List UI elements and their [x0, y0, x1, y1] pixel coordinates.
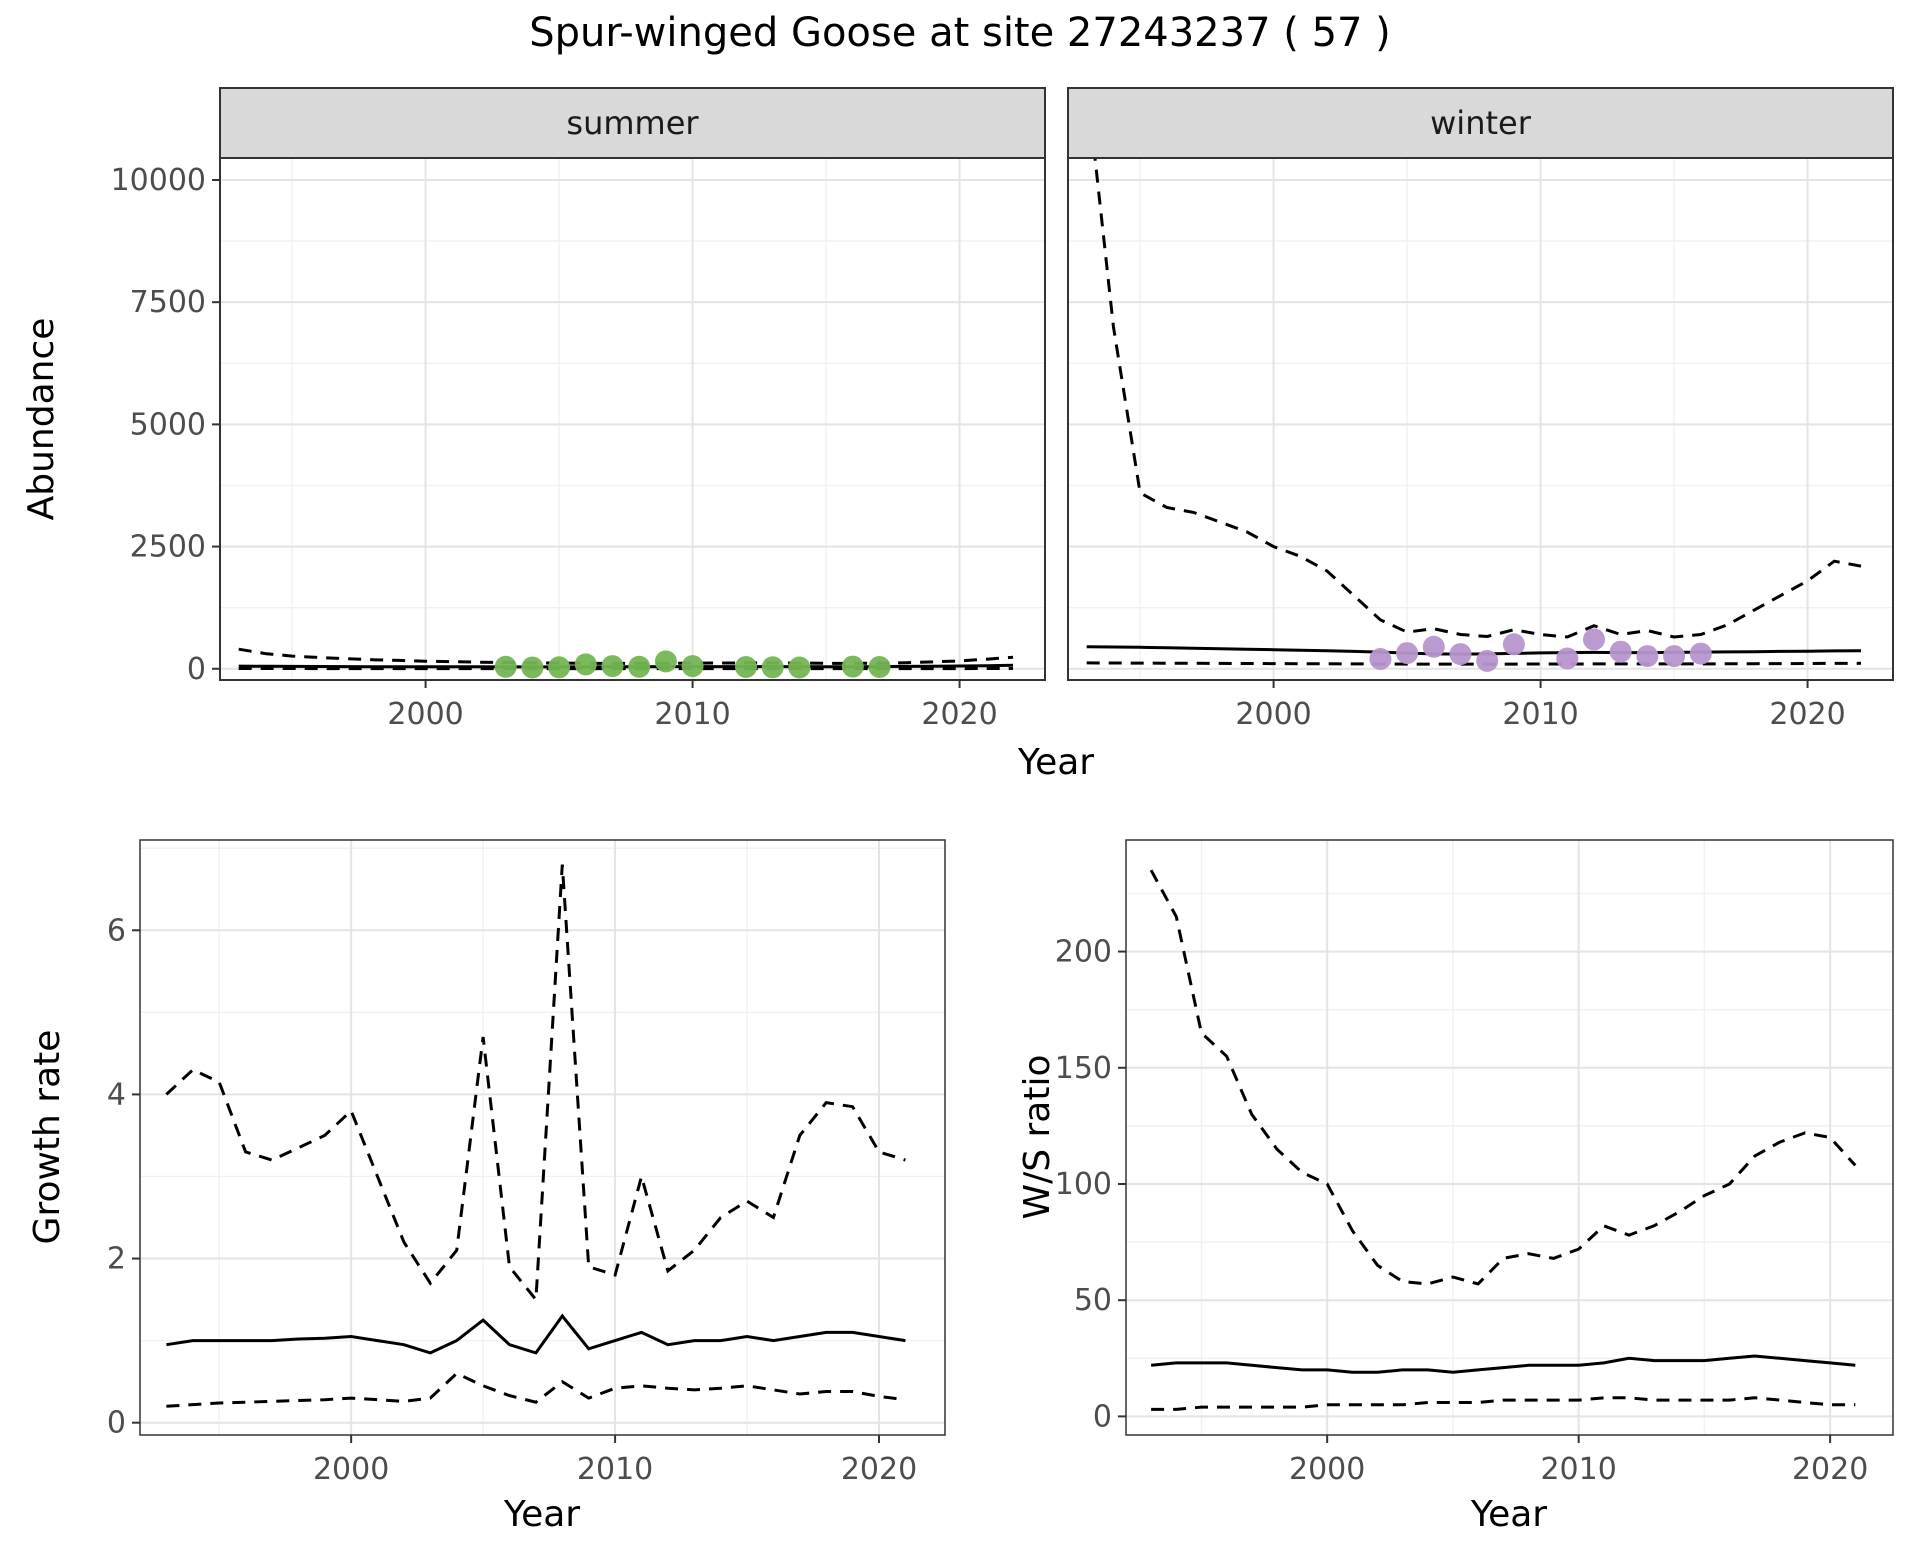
x-axis-tick-label: 2000 [1289, 1452, 1365, 1487]
x-axis-title-year-top: Year [1017, 742, 1095, 783]
x-axis-title-year-growth: Year [503, 1494, 581, 1535]
panel-abundance-winter: 2000 2010 2020 [1067, 87, 1894, 732]
x-axis-tick-label: 2000 [387, 697, 463, 732]
panel-background [1126, 840, 1893, 1435]
lower-ci-line [166, 1371, 906, 1408]
upper-ci-line [1149, 869, 1857, 1286]
summer-observations-point [521, 656, 544, 679]
panel-border [1125, 839, 1894, 1436]
winter-observations-point [1636, 645, 1659, 668]
panel-background [1068, 158, 1893, 680]
facet-strip [219, 87, 1046, 159]
facet-strip [1067, 87, 1894, 159]
winter-observations-point [1609, 640, 1632, 663]
y-axis-tick-label: 0 [187, 652, 206, 687]
y-axis-tick-label: 10000 [111, 163, 206, 198]
x-axis-tick-label: 2000 [1235, 697, 1311, 732]
y-axis-tick-label: 0 [107, 1406, 126, 1441]
winter-observations-point [1689, 642, 1712, 665]
summer-observations-point [494, 655, 517, 678]
y-axis-title-ws-ratio: W/S ratio [1017, 1054, 1058, 1220]
lower-ci-line [1086, 661, 1862, 666]
x-axis-tick-label: 2000 [313, 1452, 389, 1487]
x-axis-tick-label: 2020 [1792, 1452, 1868, 1487]
panel-ws-ratio: 2000 2010 2020 0 50 100 150 200 [1055, 839, 1894, 1487]
summer-observations-point [628, 655, 651, 678]
y-axis-tick-label: 5000 [130, 407, 206, 442]
summer-observations-point [868, 656, 891, 678]
y-axis-tick-label: 6 [107, 913, 126, 948]
lower-ci-line [1151, 1396, 1856, 1411]
y-axis-tick-label: 200 [1055, 935, 1112, 970]
y-axis-tick-label: 150 [1055, 1051, 1112, 1086]
panel-growth-rate: 2000 2010 2020 0 2 4 6 [107, 839, 946, 1487]
y-axis-tick-label: 4 [107, 1077, 126, 1112]
winter-observations-point [1476, 649, 1499, 672]
facet-strip-label-summer: summer [566, 104, 699, 142]
summer-observations-point [761, 656, 784, 679]
median-line [238, 663, 1014, 669]
upper-ci-line [1093, 158, 1862, 639]
y-axis-title-growth-rate: Growth rate [27, 1029, 68, 1245]
summer-observations-point [841, 655, 864, 678]
winter-observations-point [1663, 645, 1686, 668]
winter-observations-point [1502, 633, 1525, 656]
y-axis-tick-label: 2 [107, 1242, 126, 1277]
summer-observations-point [601, 655, 624, 678]
x-axis-tick-label: 2010 [1540, 1452, 1616, 1487]
median-line [1150, 1354, 1856, 1374]
x-axis-tick-label: 2020 [841, 1452, 917, 1487]
median-line [1086, 645, 1862, 656]
upper-ci-line [165, 864, 906, 1304]
panel-border [139, 839, 946, 1436]
winter-observations-point [1422, 635, 1445, 658]
x-axis-title-year-ws: Year [1470, 1494, 1548, 1535]
median-line [166, 1313, 906, 1355]
y-axis-tick-label: 2500 [130, 530, 206, 565]
x-axis-tick-label: 2020 [1769, 697, 1845, 732]
x-axis-tick-label: 2010 [577, 1452, 653, 1487]
summer-observations-point [681, 655, 704, 678]
y-axis-tick-label: 100 [1055, 1167, 1112, 1202]
y-axis-tick-label: 0 [1093, 1399, 1112, 1434]
summer-observations-point [654, 650, 677, 673]
winter-observations-point [1556, 647, 1579, 670]
panel-background [220, 158, 1045, 680]
x-axis-tick-label: 2010 [1502, 697, 1578, 732]
panel-abundance-summer: 2000 2010 2020 0 2500 5000 7500 10000 [111, 87, 1046, 732]
y-axis-title-abundance: Abundance [21, 317, 62, 521]
x-axis-tick-label: 2020 [921, 697, 997, 732]
y-axis-tick-label: 50 [1074, 1283, 1112, 1318]
summer-observations-point [574, 653, 597, 676]
summer-observations-point [548, 656, 571, 679]
figure-title: Spur-winged Goose at site 27243237 ( 57 … [529, 10, 1391, 56]
winter-observations-point [1583, 628, 1605, 651]
facet-strip-label-winter: winter [1430, 104, 1531, 142]
summer-observations-point [735, 656, 757, 678]
x-axis-tick-label: 2010 [654, 697, 730, 732]
summer-observations-point [788, 656, 811, 679]
winter-observations-point [1449, 643, 1472, 666]
winter-observations-point [1396, 642, 1419, 665]
y-axis-tick-label: 7500 [130, 285, 206, 320]
winter-observations-point [1369, 648, 1392, 670]
